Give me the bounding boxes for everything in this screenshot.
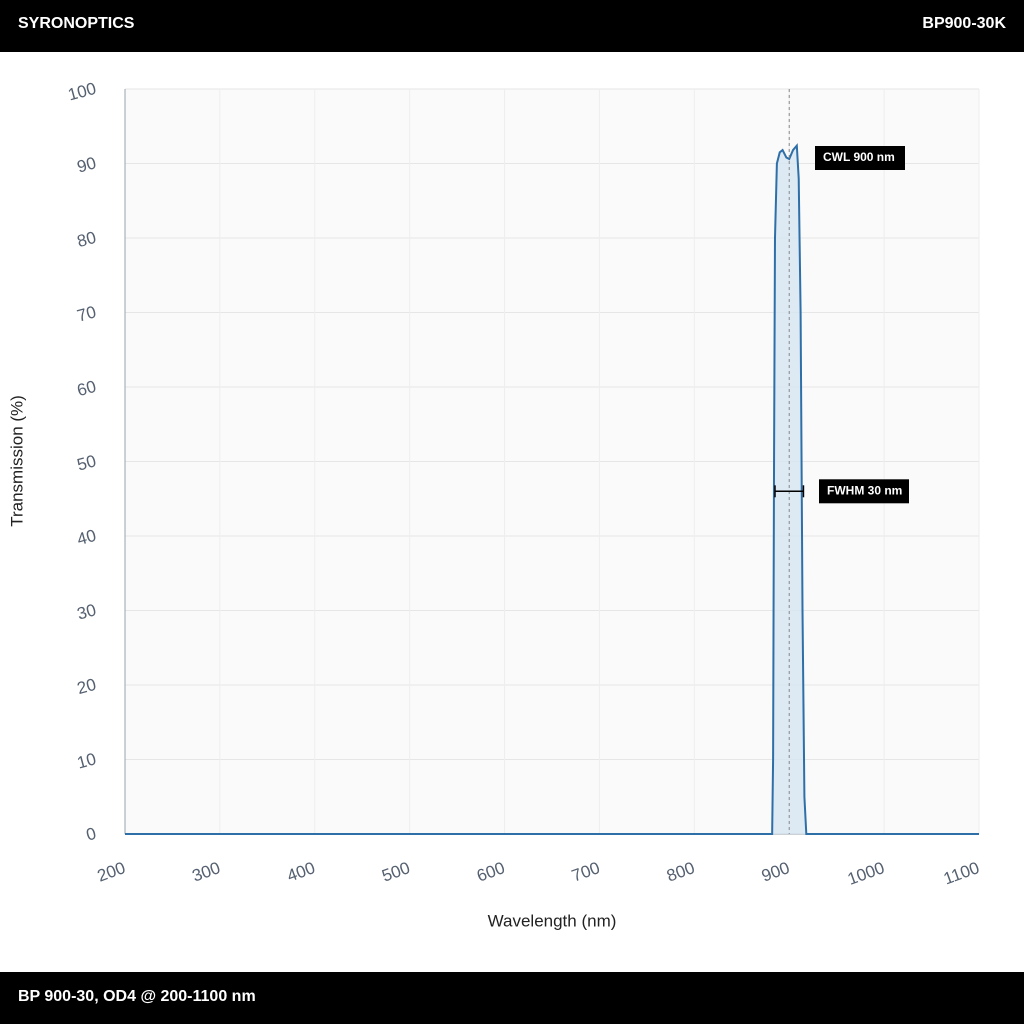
y-tick-label: 60 <box>75 377 98 400</box>
x-tick-label: 900 <box>759 858 792 886</box>
y-tick-label: 50 <box>75 451 98 474</box>
x-tick-label: 600 <box>474 858 507 886</box>
footer-bar <box>0 972 1024 1024</box>
x-tick-label: 300 <box>190 858 223 886</box>
x-tick-label: 500 <box>379 858 412 886</box>
x-tick-label: 200 <box>95 858 128 886</box>
cwl-label-bg <box>815 146 905 170</box>
x-tick-label: 1100 <box>941 858 982 888</box>
y-tick-label: 10 <box>75 749 98 772</box>
y-tick-label: 40 <box>75 526 98 549</box>
header-bar <box>0 0 1024 52</box>
part-number: BP900-30K <box>922 15 1006 32</box>
fwhm-label-bg <box>819 479 909 504</box>
y-tick-label: 100 <box>66 79 98 105</box>
y-tick-label: 80 <box>75 228 98 251</box>
caption: BP 900-30, OD4 @ 200-1100 nm <box>18 988 256 1005</box>
x-tick-label: 800 <box>664 858 697 886</box>
y-tick-label: 30 <box>75 600 98 623</box>
x-tick-label: 1000 <box>845 858 887 889</box>
y-tick-label: 70 <box>75 302 98 325</box>
y-tick-label: 20 <box>75 675 98 698</box>
series-line <box>125 143 979 835</box>
x-axis-title: Wavelength (nm) <box>488 911 617 930</box>
y-axis-title: Transmission (%) <box>7 395 26 527</box>
cwl-label: CWL 900 nm <box>823 150 895 164</box>
brand: SYRONOPTICS <box>18 15 135 32</box>
fwhm-label: FWHM 30 nm <box>827 483 902 497</box>
y-tick-label: 90 <box>75 153 98 176</box>
y-tick-label: 0 <box>84 824 98 845</box>
x-tick-label: 400 <box>285 858 318 886</box>
x-tick-label: 700 <box>569 858 602 886</box>
